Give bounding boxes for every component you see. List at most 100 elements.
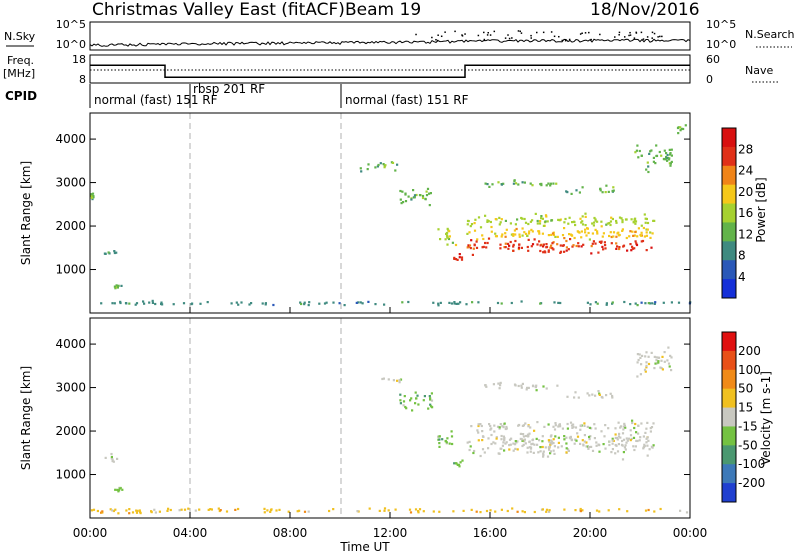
data-cell <box>615 242 618 245</box>
data-cell <box>135 509 138 512</box>
data-cell <box>540 215 543 218</box>
data-cell <box>429 192 432 195</box>
data-cell <box>523 181 526 184</box>
data-cell <box>615 444 618 447</box>
data-cell <box>481 246 484 249</box>
data-cell <box>107 251 110 254</box>
data-cell <box>544 446 547 449</box>
data-cell <box>648 448 651 451</box>
data-cell <box>637 432 640 435</box>
data-cell <box>541 232 544 235</box>
beam-title: Beam 19 <box>345 0 421 20</box>
data-cell <box>493 424 496 427</box>
data-cell <box>545 508 549 511</box>
data-cell <box>143 302 146 305</box>
data-cell <box>190 303 193 306</box>
data-cell <box>500 218 503 221</box>
data-cell <box>526 433 530 436</box>
data-cell <box>532 384 535 387</box>
data-cell <box>486 219 489 222</box>
data-cell <box>564 217 567 221</box>
data-cell <box>514 182 518 185</box>
data-cell <box>509 443 512 446</box>
data-cell <box>536 443 539 446</box>
data-cell <box>416 394 419 397</box>
data-cell <box>521 439 524 442</box>
data-cell <box>531 219 534 222</box>
data-cell <box>523 231 526 234</box>
data-cell <box>580 245 583 248</box>
freq-series <box>90 64 690 78</box>
data-cell <box>307 304 310 307</box>
nsky-point <box>489 34 492 36</box>
nsearch-label: N.Search <box>745 28 795 41</box>
data-cell <box>116 488 119 491</box>
data-cell <box>565 436 568 439</box>
data-cell <box>303 301 306 304</box>
data-cell <box>183 508 187 511</box>
data-cell <box>275 509 278 512</box>
data-cell <box>542 245 545 248</box>
data-cell <box>470 239 473 242</box>
data-cell <box>576 432 579 435</box>
data-cell <box>264 303 267 306</box>
data-cell <box>402 404 405 407</box>
data-cell <box>461 459 464 462</box>
data-cell <box>528 446 531 449</box>
data-cell <box>526 234 529 237</box>
data-cell <box>609 231 612 234</box>
data-cell <box>652 219 655 222</box>
nsky-point <box>483 31 485 34</box>
nsky-point <box>431 36 433 39</box>
data-cell <box>421 194 425 198</box>
data-cell <box>617 421 620 424</box>
data-cell <box>645 427 648 430</box>
data-cell <box>376 165 379 168</box>
data-cell <box>516 448 519 451</box>
data-cell <box>643 235 646 238</box>
data-cell <box>486 183 489 186</box>
data-cell <box>632 220 635 224</box>
data-cell <box>634 302 637 305</box>
data-cell <box>520 300 523 303</box>
data-cell <box>639 373 642 376</box>
data-cell <box>551 247 554 250</box>
nsky-point <box>564 39 567 42</box>
data-cell <box>536 421 539 424</box>
data-cell <box>543 425 546 428</box>
data-cell <box>465 303 468 306</box>
data-cell <box>638 353 641 356</box>
data-cell <box>432 301 435 304</box>
data-cell <box>550 233 553 236</box>
data-cell <box>544 220 547 223</box>
data-cell <box>485 509 489 513</box>
data-cell <box>494 235 498 238</box>
data-cell <box>662 158 665 161</box>
data-cell <box>248 303 251 306</box>
data-cell <box>491 183 494 186</box>
data-cell <box>542 251 545 254</box>
data-cell <box>618 233 621 237</box>
data-cell <box>608 222 611 225</box>
data-cell <box>536 243 539 246</box>
data-cell <box>332 508 335 511</box>
data-cell <box>584 212 587 215</box>
data-cell <box>527 425 530 428</box>
data-cell <box>101 510 104 513</box>
data-cell <box>100 511 103 514</box>
data-cell <box>650 351 653 354</box>
data-cell <box>571 245 574 248</box>
data-cell <box>467 244 470 247</box>
data-cell <box>539 244 542 247</box>
data-cell <box>604 424 607 427</box>
data-cell <box>504 235 507 238</box>
data-cell <box>654 362 657 365</box>
data-cell <box>647 302 650 305</box>
data-cell <box>621 219 624 222</box>
data-cell <box>548 440 551 443</box>
data-cell <box>429 403 432 406</box>
data-cell <box>540 217 543 220</box>
data-cell <box>620 217 623 220</box>
data-cell <box>661 368 664 371</box>
data-cell <box>529 450 532 453</box>
